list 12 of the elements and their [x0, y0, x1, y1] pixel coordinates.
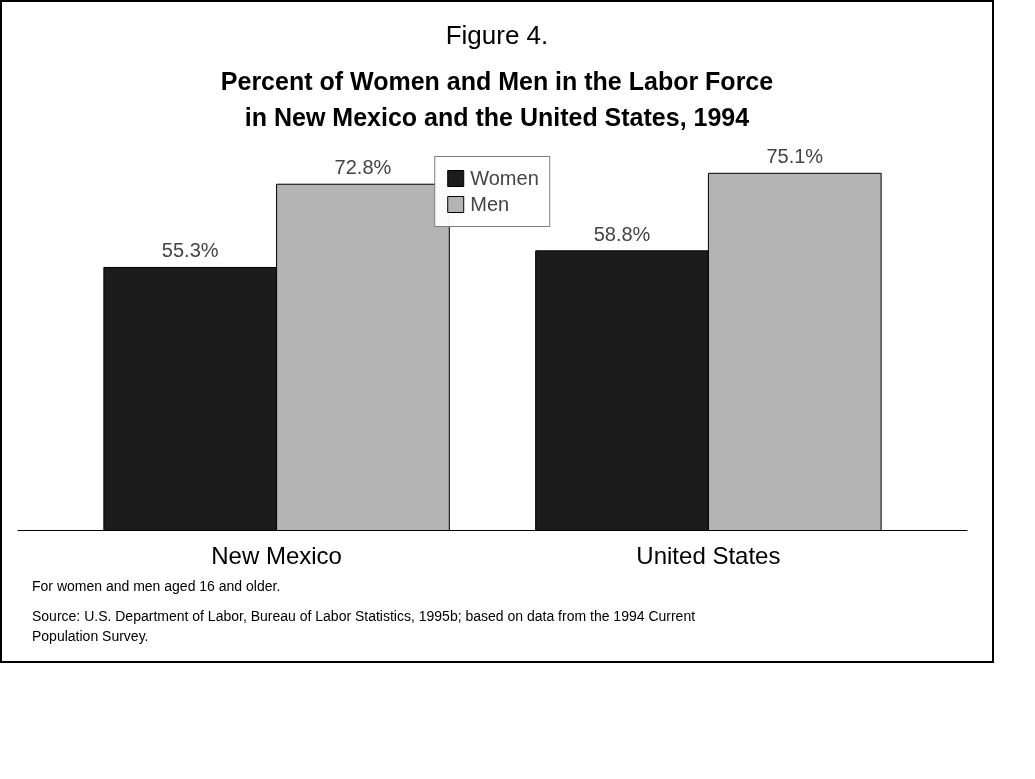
data-label: 58.8% — [593, 222, 651, 245]
source-note: Source: U.S. Department of Labor, Bureau of Labor Statistics, 1995b; based on data from the 1994 Current Population Survey. — [32, 606, 697, 646]
legend-label: Men — [470, 192, 510, 216]
chart-subtitle: Percent of Women and Men in the Labor Force in New Mexico and the United States, 1994 — [220, 66, 774, 133]
legend-label: Women — [470, 166, 539, 190]
chart-title: Figure 4. — [445, 19, 549, 52]
text: For women and men aged 16 and older. — [32, 576, 281, 596]
data-label: 72.8% — [334, 155, 392, 178]
x-tick-label: United States — [636, 541, 781, 569]
data-label: 55.3% — [161, 239, 219, 262]
x-tick-label: New Mexico — [211, 541, 342, 569]
data-label: 75.1% — [766, 144, 824, 167]
